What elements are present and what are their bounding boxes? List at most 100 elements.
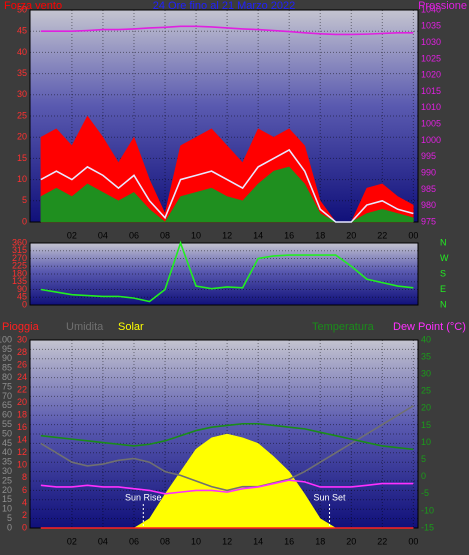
y-tick-label: 12 <box>17 447 27 457</box>
legend-label: Pioggia <box>2 321 40 333</box>
y-tick-label: 85 <box>2 363 12 373</box>
y-tick-label: 20 <box>421 403 431 413</box>
y-tick-label: 1035 <box>421 21 441 31</box>
x-tick-label: 14 <box>253 230 263 240</box>
y-tick-label: 80 <box>2 372 12 382</box>
y-tick-label: 70 <box>2 391 12 401</box>
y-tick-label: 1010 <box>421 102 441 112</box>
y-tick-label: 14 <box>17 435 27 445</box>
legend-label: Pressione <box>418 0 467 12</box>
y-tick-label: 0 <box>7 522 12 532</box>
x-tick-label: 12 <box>222 536 232 546</box>
y-tick-label: 1030 <box>421 37 441 47</box>
y-tick-label: 1020 <box>421 70 441 80</box>
y-tick-label: 40 <box>421 334 431 344</box>
y-tick-label: -10 <box>421 505 434 515</box>
y-tick-label: 0 <box>22 522 27 532</box>
y-tick-label: 30 <box>421 369 431 379</box>
x-tick-label: 22 <box>377 230 387 240</box>
x-tick-label: 14 <box>253 536 263 546</box>
y-tick-label: 40 <box>2 447 12 457</box>
y-tick-label: 20 <box>2 485 12 495</box>
y-tick-label: 975 <box>421 216 436 226</box>
y-tick-label: 10 <box>2 504 12 514</box>
y-tick-label: 1015 <box>421 86 441 96</box>
y-tick-label: 22 <box>17 385 27 395</box>
x-tick-label: 02 <box>67 230 77 240</box>
y-tick-label: -5 <box>421 488 429 498</box>
y-tick-label: 20 <box>17 132 27 142</box>
x-tick-label: 16 <box>284 230 294 240</box>
series-line <box>40 405 414 492</box>
y-tick-label: 60 <box>2 410 12 420</box>
y-tick-label: 50 <box>2 428 12 438</box>
y-tick-label: 20 <box>17 397 27 407</box>
series-area <box>40 166 414 223</box>
y-tick-label: 90 <box>2 353 12 363</box>
legend-label: Temperatura <box>312 321 375 333</box>
y-tick-label: 75 <box>2 381 12 391</box>
y-tick-label: S <box>440 268 446 278</box>
y-tick-label: 980 <box>421 200 436 210</box>
y-tick-label: 5 <box>7 513 12 523</box>
y-tick-label: 0 <box>22 299 27 309</box>
x-tick-label: 04 <box>98 230 108 240</box>
y-tick-label: 0 <box>421 471 426 481</box>
y-tick-label: 360 <box>12 237 27 247</box>
y-tick-label: 1040 <box>421 4 441 14</box>
y-tick-label: 15 <box>17 153 27 163</box>
x-tick-label: 22 <box>377 536 387 546</box>
y-tick-label: 45 <box>2 438 12 448</box>
y-tick-label: 10 <box>17 174 27 184</box>
y-tick-label: 30 <box>17 334 27 344</box>
x-tick-label: 20 <box>346 536 356 546</box>
chart-title: 24 Ore fino al 21 Marzo 2022 <box>153 0 295 12</box>
y-tick-label: 1005 <box>421 119 441 129</box>
y-tick-label: 990 <box>421 167 436 177</box>
y-tick-label: N <box>440 299 447 309</box>
x-tick-label: 06 <box>129 536 139 546</box>
y-tick-label: N <box>440 237 447 247</box>
y-tick-label: 35 <box>421 351 431 361</box>
y-tick-label: 30 <box>2 466 12 476</box>
y-tick-label: 30 <box>17 89 27 99</box>
y-tick-label: E <box>440 284 446 294</box>
x-tick-label: 10 <box>191 536 201 546</box>
y-tick-label: 25 <box>421 386 431 396</box>
y-tick-label: 95 <box>2 344 12 354</box>
y-tick-label: 135 <box>12 276 27 286</box>
y-tick-label: 315 <box>12 245 27 255</box>
y-tick-label: 35 <box>17 68 27 78</box>
y-tick-label: 270 <box>12 253 27 263</box>
y-tick-label: 25 <box>17 110 27 120</box>
x-tick-label: 00 <box>408 536 418 546</box>
legend-label: Umidita <box>66 321 104 333</box>
y-tick-label: 24 <box>17 372 27 382</box>
y-tick-label: 1025 <box>421 53 441 63</box>
y-tick-label: 15 <box>421 420 431 430</box>
y-tick-label: 55 <box>2 419 12 429</box>
y-tick-label: 25 <box>2 475 12 485</box>
x-tick-label: 18 <box>315 230 325 240</box>
y-tick-label: 100 <box>0 334 12 344</box>
annotation-label: Sun Set <box>314 492 347 502</box>
y-tick-label: 26 <box>17 359 27 369</box>
series-line <box>40 479 414 495</box>
series-line <box>40 240 414 303</box>
x-tick-label: 00 <box>408 230 418 240</box>
y-tick-label: 10 <box>421 437 431 447</box>
y-tick-label: 2 <box>22 510 27 520</box>
y-tick-label: 6 <box>22 485 27 495</box>
y-tick-label: 225 <box>12 261 27 271</box>
x-tick-label: 06 <box>129 230 139 240</box>
series-line <box>40 25 414 36</box>
x-tick-label: 08 <box>160 536 170 546</box>
y-tick-label: 5 <box>22 195 27 205</box>
y-tick-label: 45 <box>17 26 27 36</box>
y-tick-label: 16 <box>17 422 27 432</box>
x-tick-label: 20 <box>346 230 356 240</box>
y-tick-label: 10 <box>17 460 27 470</box>
x-tick-label: 10 <box>191 230 201 240</box>
annotation-label: Sun Rise <box>125 492 162 502</box>
